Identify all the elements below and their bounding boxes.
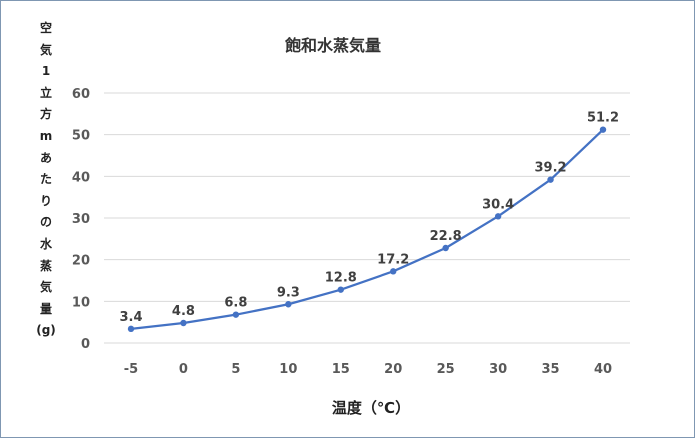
y-tick-label: 10 [72, 295, 90, 310]
x-tick-label: 25 [437, 362, 455, 377]
x-tick-label: 0 [179, 362, 188, 377]
y-axis-label-char: 蒸 [39, 258, 52, 273]
data-point [494, 213, 502, 220]
y-axis-label-char: 方 [39, 107, 52, 122]
data-point [390, 268, 397, 275]
y-axis-label-char: 気 [39, 280, 52, 295]
x-axis-label: 温度（℃） [332, 399, 410, 417]
data-point [337, 286, 344, 293]
y-axis-label-char: 立 [39, 85, 52, 100]
y-axis-label-char: の [39, 215, 52, 230]
y-axis-label-char: 水 [39, 236, 52, 251]
data-label: 39.2 [535, 161, 567, 176]
y-axis-label: 空気 1 立方 m あたりの水蒸気量 (g) [34, 18, 58, 342]
y-axis-label-char: た [39, 172, 52, 187]
gridlines [104, 92, 630, 344]
data-point [127, 325, 135, 333]
y-tick-label: 20 [72, 254, 90, 269]
y-axis-label-char: (g) [36, 323, 56, 338]
chart-title: 飽和水蒸気量 [284, 36, 381, 55]
y-tick-label: 50 [72, 129, 90, 144]
y-tick-label: 0 [81, 337, 90, 352]
y-axis-label-char: 空 [39, 21, 52, 35]
x-tick-label: 10 [279, 362, 297, 377]
y-axis-label-char: 気 [39, 42, 52, 57]
data-label: 17.2 [377, 252, 409, 267]
data-label: 3.4 [119, 310, 142, 325]
data-label: 9.3 [277, 285, 300, 300]
data-label: 6.8 [224, 296, 247, 311]
y-axis-label-char: 量 [39, 301, 52, 316]
series-line [129, 128, 605, 330]
data-label: 4.8 [172, 304, 195, 319]
data-label: 22.8 [430, 229, 462, 244]
data-point [599, 126, 607, 133]
series-polyline [129, 128, 605, 330]
y-tick-label: 60 [72, 87, 90, 102]
data-labels: 3.4 4.8 6.8 9.3 12.8 17.2 22.8 30.4 39.2 51.2 [119, 111, 619, 325]
data-point [442, 244, 449, 252]
x-tick-label: 35 [542, 362, 560, 377]
y-tick-label: 40 [72, 170, 90, 185]
y-axis-label-char: m [39, 128, 53, 143]
y-axis-label-char: あ [39, 150, 52, 165]
data-label: 30.4 [482, 197, 514, 212]
data-label: 51.2 [587, 111, 619, 126]
x-tick-label: 30 [489, 362, 507, 377]
data-points [127, 126, 607, 333]
data-point [232, 311, 240, 318]
x-tick-label: 15 [332, 362, 350, 377]
x-tick-label: 20 [384, 362, 402, 377]
data-label: 12.8 [325, 271, 357, 286]
x-tick-label: -5 [124, 362, 138, 377]
x-tick-labels: -5 0 5 10 15 20 25 30 35 40 [124, 362, 612, 377]
y-tick-label: 30 [72, 212, 90, 227]
data-point [180, 319, 187, 327]
data-point [285, 301, 292, 308]
y-axis-label-char: り [39, 193, 52, 208]
x-tick-label: 40 [594, 362, 612, 377]
y-tick-labels: 0 10 20 30 40 50 60 [72, 87, 90, 352]
y-axis-label-char: 1 [41, 64, 51, 79]
data-point [547, 176, 554, 183]
x-tick-label: 5 [231, 362, 240, 377]
